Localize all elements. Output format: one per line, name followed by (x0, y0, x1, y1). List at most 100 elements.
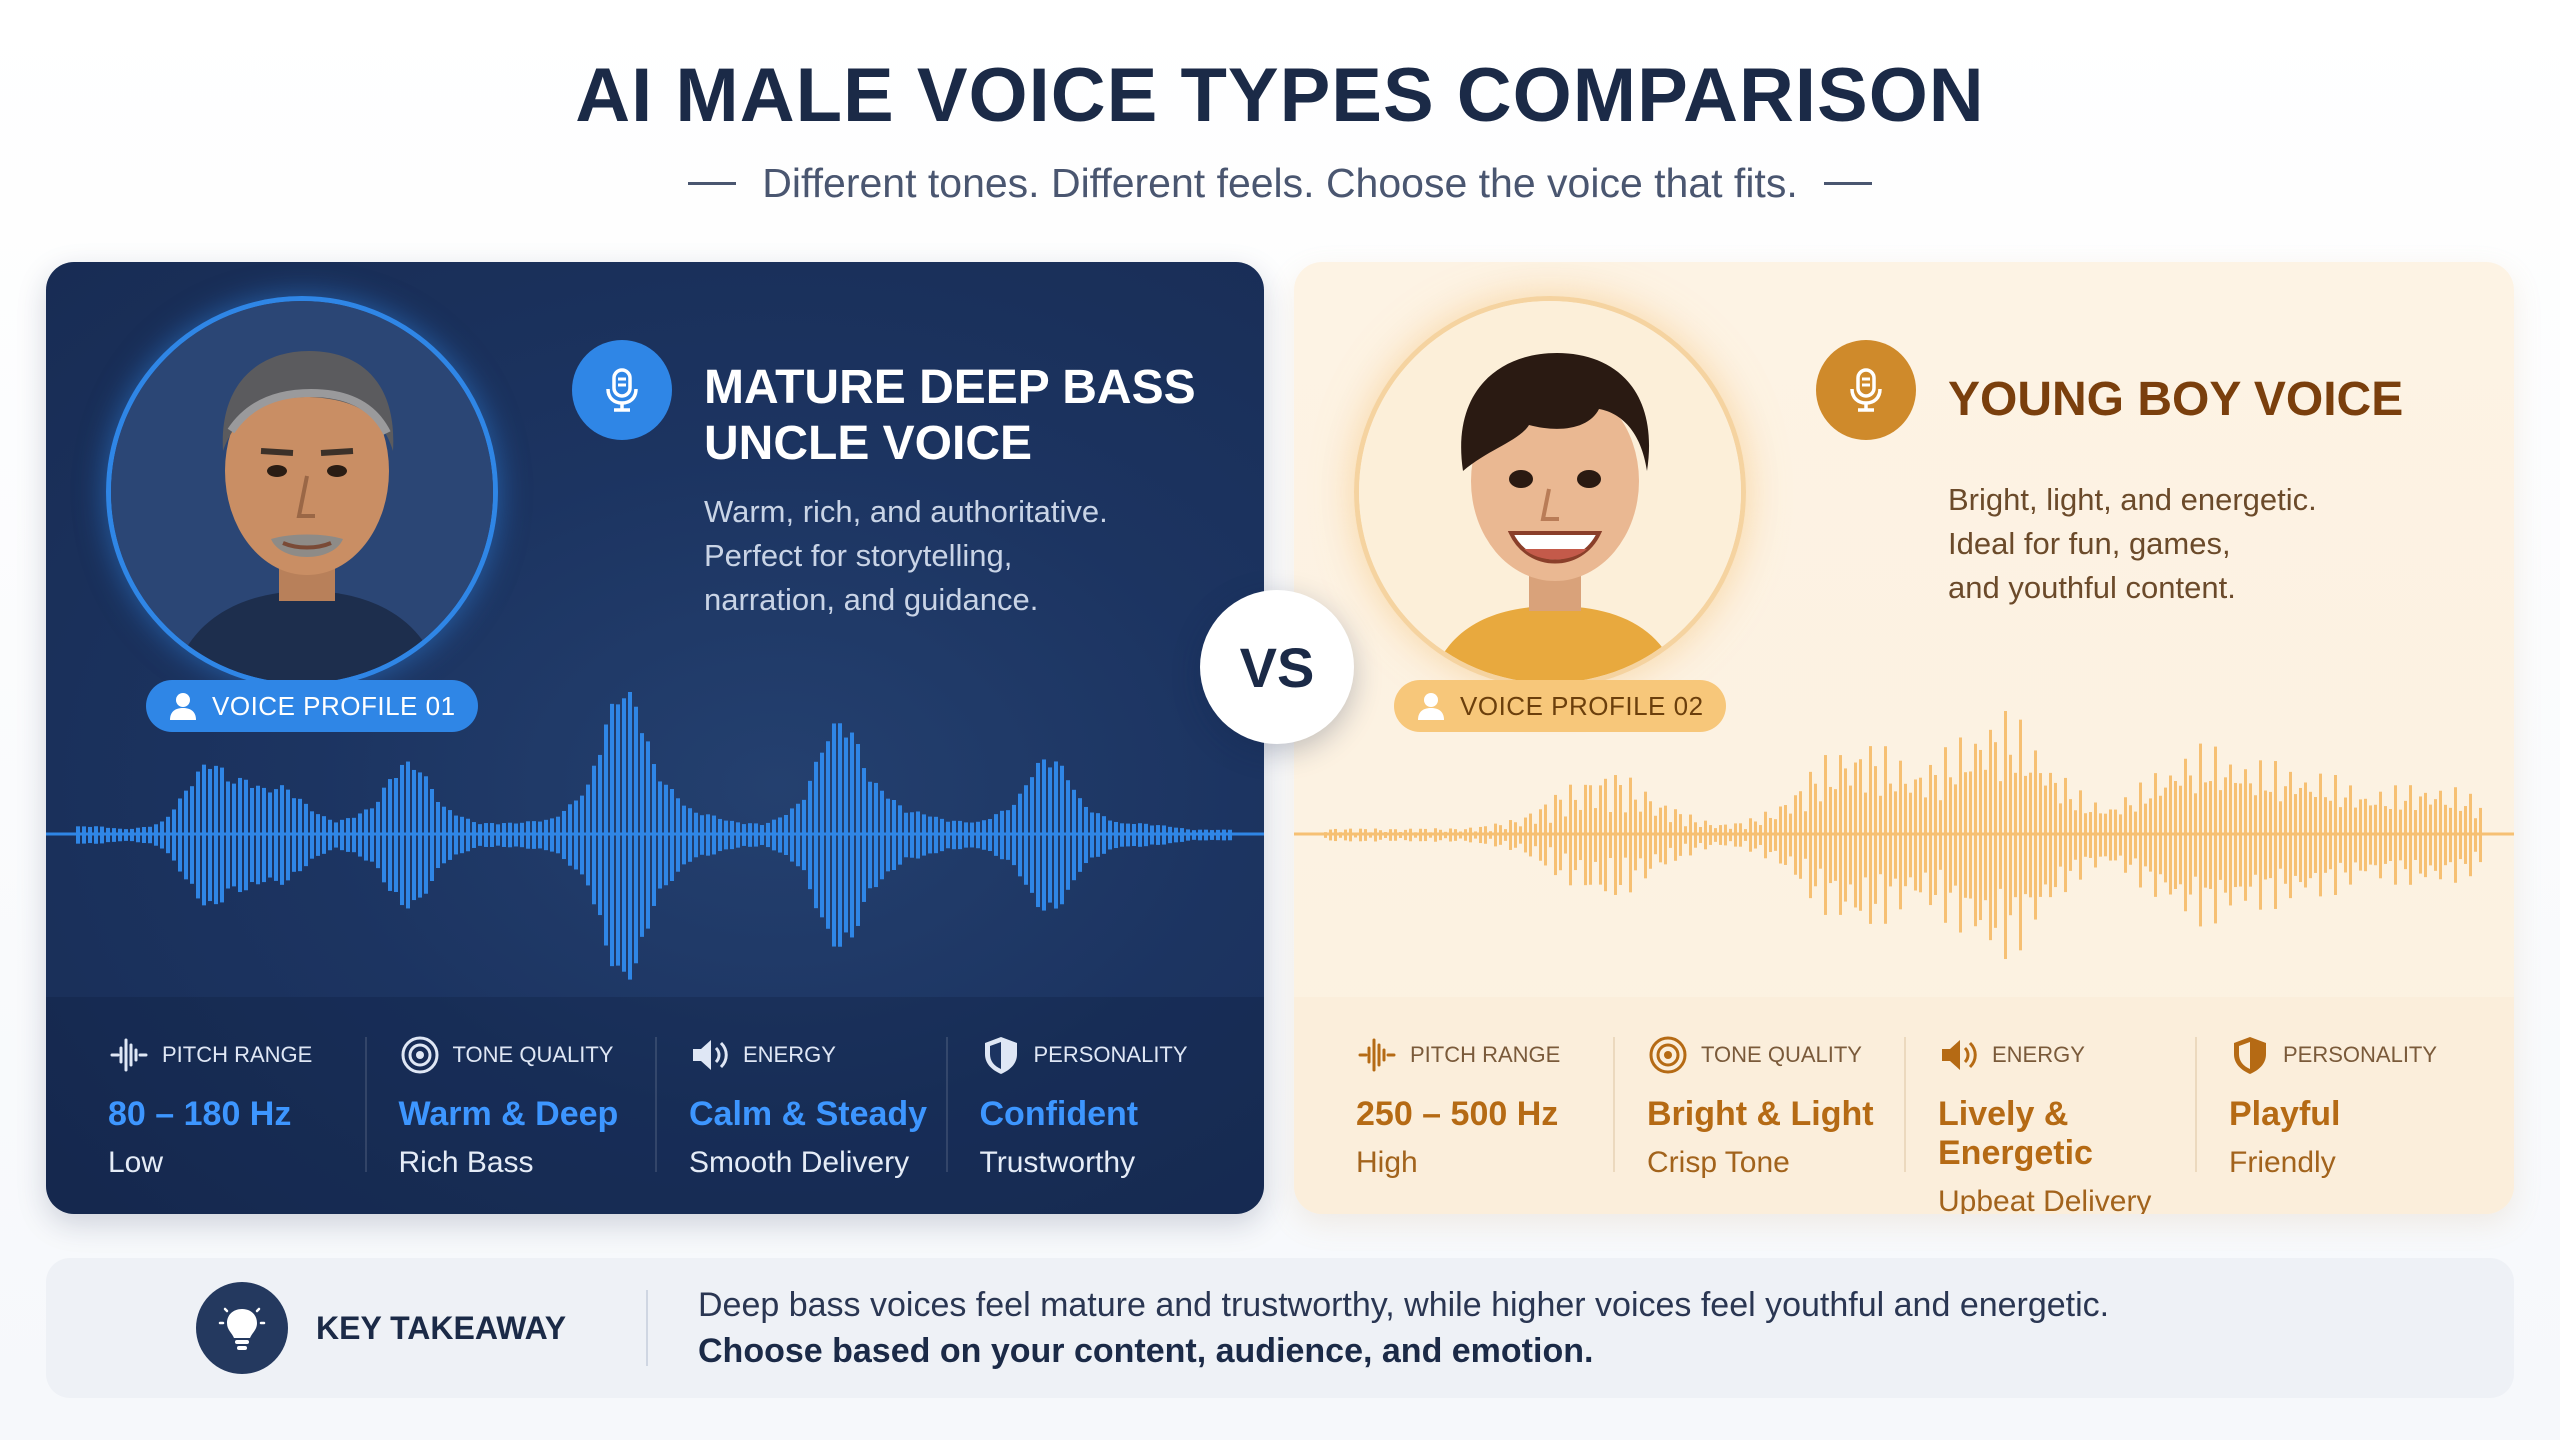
waveform-bar (2039, 773, 2042, 897)
waveform-bar (1799, 791, 1802, 879)
takeaway-divider (646, 1290, 648, 1366)
waveform-bar (928, 816, 932, 854)
waveform-bar (1030, 777, 1034, 893)
waveform-bar (1724, 824, 1727, 846)
stat-label: TONE QUALITY (1701, 1042, 1862, 1067)
waveform-bar (1629, 777, 1632, 893)
waveform-bar (376, 801, 380, 869)
waveform-bar (1864, 792, 1867, 878)
waveform-bar (1384, 832, 1387, 838)
waveform-bar (1609, 811, 1612, 859)
waveform-bar (580, 795, 584, 875)
waveform-bar (2479, 807, 2482, 863)
waveform-bar (1084, 806, 1088, 864)
waveform-bar (364, 809, 368, 861)
waveform-bar (1859, 759, 1862, 911)
waveform-bar (2124, 797, 2127, 873)
microphone-button[interactable] (1816, 340, 1916, 440)
waveform-bar (2034, 750, 2037, 920)
waveform-bar (2059, 803, 2062, 867)
waveform-bar (340, 819, 344, 851)
waveform-bar (2294, 794, 2297, 876)
user-icon (170, 693, 196, 720)
waveform-bar (1934, 775, 1937, 895)
waveform-bar (1474, 831, 1477, 839)
waveform-bar (1489, 831, 1492, 839)
waveform-bar (2204, 782, 2207, 888)
waveform-bar (1569, 784, 1572, 886)
waveform-bar (184, 790, 188, 880)
waveform-bar (2244, 769, 2247, 901)
waveform-bar (814, 761, 818, 909)
waveform-bar (1989, 729, 1992, 941)
waveform-bar (250, 787, 254, 883)
waveform-bar (1719, 825, 1722, 845)
waveform-bar (472, 822, 476, 848)
waveform-bar (1414, 832, 1417, 838)
waveform-bar (1564, 816, 1567, 854)
microphone-button[interactable] (572, 340, 672, 440)
waveform-bar (1904, 783, 1907, 887)
waveform-bar (592, 765, 596, 905)
waveform-bar (1464, 829, 1467, 841)
stat-subvalue: Upbeat Delivery (1938, 1185, 2152, 1214)
waveform-bar (694, 812, 698, 858)
waveform-bar (604, 724, 608, 946)
waveform-bar (826, 741, 830, 929)
waveform-bar (1499, 825, 1502, 845)
stat-value: Calm & Steady (689, 1095, 928, 1133)
waveform-bar (952, 820, 956, 850)
waveform-bar (2279, 801, 2282, 869)
waveform-bar (1374, 828, 1377, 842)
waveform-bar (1138, 823, 1142, 847)
waveform-bar (2224, 777, 2227, 893)
waveform-bar (1096, 813, 1100, 857)
microphone-icon (1850, 368, 1882, 412)
waveform-bar (2094, 802, 2097, 868)
waveform-bar (1969, 771, 1972, 899)
waveform-bar (1150, 825, 1154, 845)
waveform-bar (2214, 746, 2217, 924)
waveform-bar (2274, 761, 2277, 909)
waveform-bar (1344, 829, 1347, 841)
waveform-bar (1669, 822, 1672, 848)
waveform-bar (238, 777, 242, 893)
stat-tone-quality: TONE QUALITY Bright & Light Crisp Tone (1613, 997, 1904, 1214)
waveform-bar (2309, 791, 2312, 879)
waveform-bar (496, 824, 500, 846)
stat-header: ENERGY (1938, 1033, 2195, 1077)
waveform-bar (1604, 778, 1607, 892)
waveform-bar (2144, 803, 2147, 867)
waveform-bar (1036, 762, 1040, 908)
waveform-bar (946, 821, 950, 849)
waveform-bar (2289, 771, 2292, 899)
waveform-bar (172, 809, 176, 861)
avatar-young-boy (1354, 296, 1746, 688)
shield-icon (2234, 1037, 2266, 1074)
waveform-bar (1959, 737, 1962, 933)
waveform-bar (1216, 829, 1220, 841)
waveform-bar (2454, 787, 2457, 883)
waveform-bar (1794, 795, 1797, 875)
stat-header: PITCH RANGE (1356, 1033, 1613, 1077)
stat-label: PERSONALITY (1033, 1042, 1188, 1067)
waveform-bar (406, 761, 410, 909)
waveform-bar (94, 826, 98, 844)
waveform-bar (1624, 812, 1627, 858)
waveform-bar (2334, 775, 2337, 895)
microphone-icon (606, 368, 638, 412)
waveform-bar (1689, 814, 1692, 856)
waveform-bar (2399, 809, 2402, 861)
waveform-bar (2344, 797, 2347, 873)
waveform-bar (226, 781, 230, 889)
stat-label: TONE QUALITY (452, 1042, 614, 1067)
stat-personality: PERSONALITY Playful Friendly (2195, 997, 2486, 1214)
waveform-bar (1042, 759, 1046, 911)
waveform-bar (1424, 828, 1427, 842)
voice-description: Warm, rich, and authoritative. Perfect f… (704, 490, 1224, 622)
waveform-bar (244, 779, 248, 891)
waveform-bar (2239, 783, 2242, 887)
waveform-bar (1066, 780, 1070, 890)
waveform-bar (2049, 772, 2052, 898)
waveform-bar (538, 821, 542, 849)
